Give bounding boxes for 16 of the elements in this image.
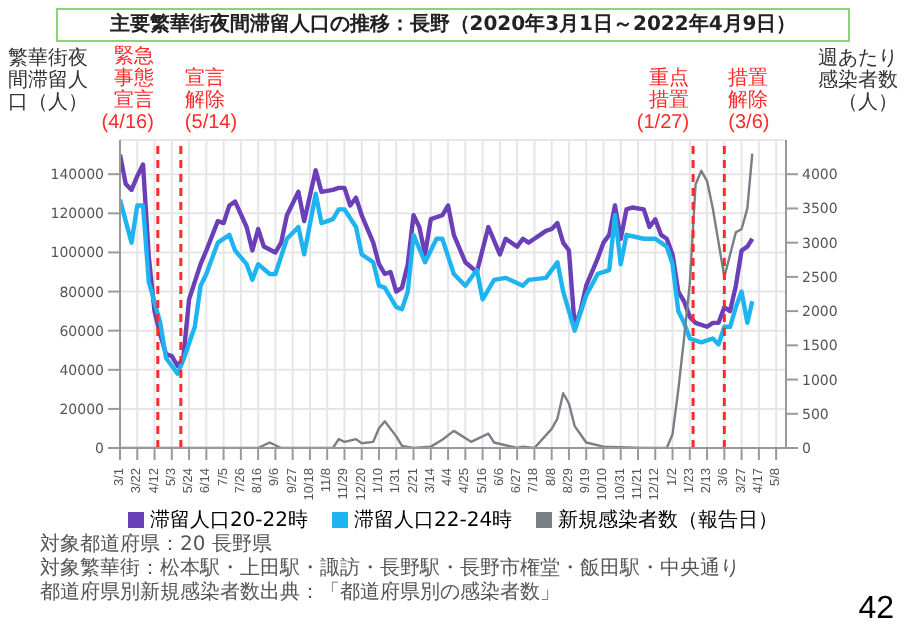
legend-label: 滞留人口22-24時 xyxy=(354,507,513,534)
text: 対象都道府県：20 長野県 xyxy=(40,534,274,557)
ref-line-label: 緊急事態宣言(4/16) xyxy=(99,46,154,134)
legend-label: 滞留人口20-22時 xyxy=(149,507,308,534)
chart-title: 主要繁華街夜間滞留人口の推移：長野（2020年3月1日～2022年4月9日） xyxy=(56,8,850,42)
line-series xyxy=(120,152,755,369)
y-axis-title: 繁華街夜間滞留人口（人） xyxy=(8,48,90,114)
text: 都道府県別新規感染者数出典：「都道府県別の感染者数」 xyxy=(40,582,562,606)
text: 対象繁華街：松本駅・上田駅・諏訪・長野駅・長野市権堂・飯田駅・中央通り xyxy=(40,558,740,581)
ref-line-label: 措置解除(3/6) xyxy=(728,68,772,134)
y2-axis-title: 週あたり感染者数（人） xyxy=(816,48,898,114)
ref-line-label: 宣言解除(5/14) xyxy=(184,68,239,134)
line-series xyxy=(120,191,755,376)
text: 42 xyxy=(858,592,894,628)
legend-label: 新規感染者数（報告日） xyxy=(558,507,779,534)
ref-line-label: 重点措置(1/27) xyxy=(635,68,690,134)
